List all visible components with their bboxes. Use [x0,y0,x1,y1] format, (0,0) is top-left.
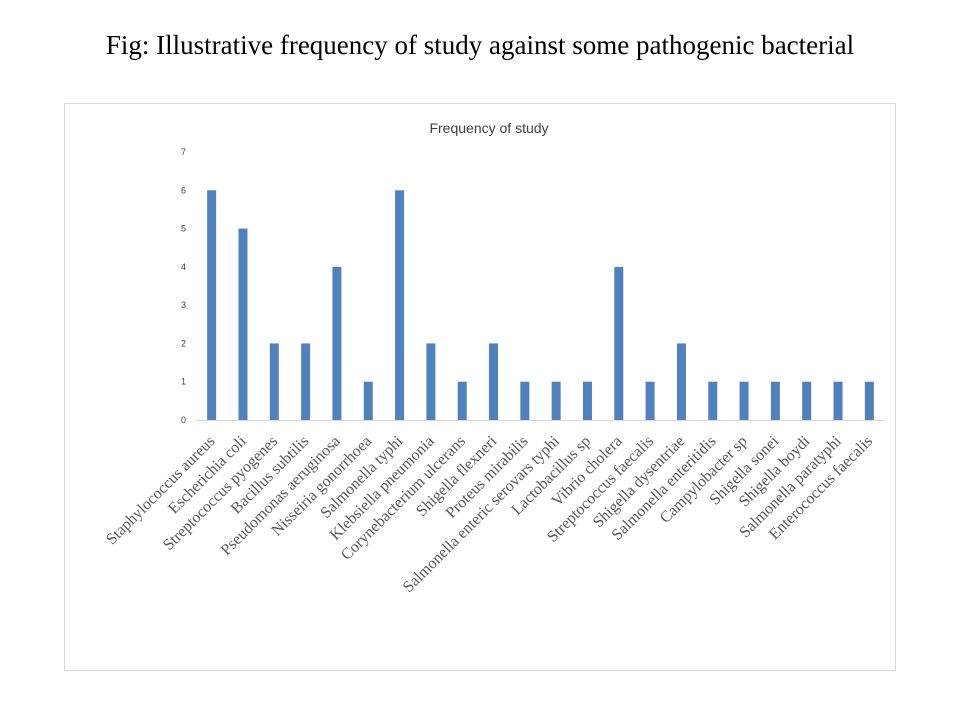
bar-8 [457,381,467,420]
bar-21 [864,381,874,420]
y-tick-label: 7 [181,147,186,157]
bar-18 [770,381,780,420]
bar-4 [332,266,342,420]
bar-20 [833,381,843,420]
y-tick-label: 2 [181,338,186,348]
bar-3 [301,343,311,420]
bar-11 [551,381,561,420]
y-tick-label: 6 [181,185,186,195]
y-tick-label: 0 [181,415,186,425]
slide-title: Fig: Illustrative frequency of study aga… [105,30,855,60]
chart-area: Frequency of study 0 1 2 3 4 5 6 7 Staphylococcus… [64,103,896,671]
bar-chart: Frequency of study01234567Staphylococcus… [103,120,885,596]
bar-6 [395,190,405,420]
bar-10 [520,381,530,420]
bar-15 [676,343,686,420]
bar-5 [363,381,373,420]
bar-7 [426,343,436,420]
y-tick-label: 3 [181,300,186,310]
chart-title: Frequency of study [429,120,548,136]
y-tick-label: 1 [181,377,186,387]
bar-13 [614,266,624,420]
y-tick-label: 4 [181,262,186,272]
bar-16 [708,381,718,420]
bar-0 [207,190,217,420]
bar-9 [489,343,499,420]
bar-19 [802,381,812,420]
bar-14 [645,381,655,420]
bar-17 [739,381,749,420]
bar-1 [238,228,248,420]
bar-12 [582,381,592,420]
y-tick-label: 5 [181,224,186,234]
bar-2 [269,343,279,420]
